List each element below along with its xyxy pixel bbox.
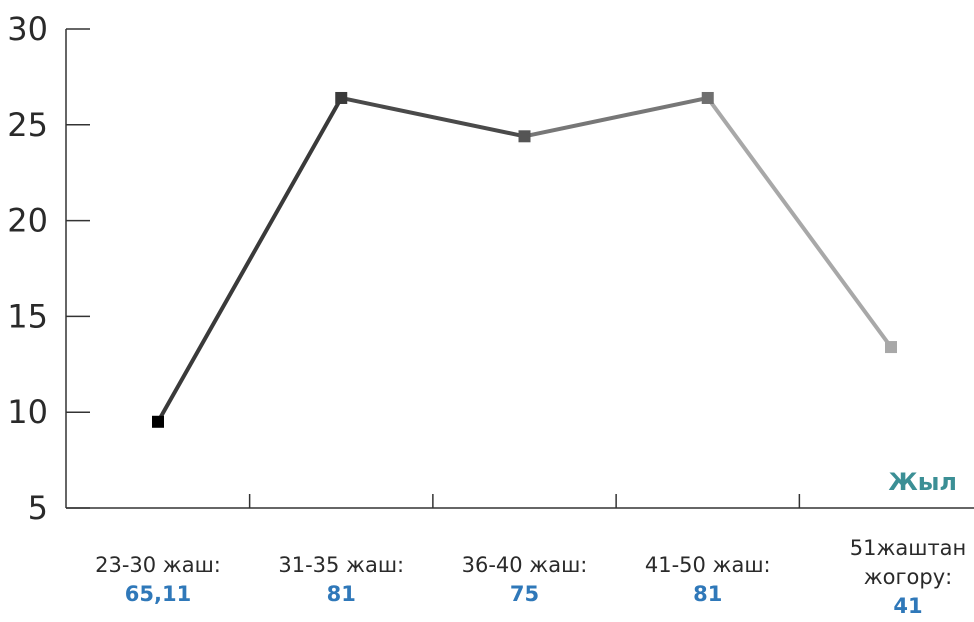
data-point	[518, 130, 531, 143]
series-points	[152, 91, 897, 428]
x-category-value: 41	[893, 594, 922, 618]
data-point	[335, 91, 348, 104]
x-category-label: жогору:	[864, 565, 952, 589]
line-segment	[339, 95, 527, 139]
y-axis: 5 10 15 20 25 30	[7, 10, 90, 527]
line-segment	[705, 95, 893, 350]
y-tick-label: 15	[7, 297, 48, 335]
x-category-label: 41-50 жаш:	[645, 553, 771, 577]
y-tick-label: 30	[7, 10, 48, 48]
x-category-label: 23-30 жаш:	[95, 553, 221, 577]
y-tick-label: 25	[7, 106, 48, 144]
x-category-value: 81	[693, 582, 722, 606]
data-point	[885, 341, 897, 354]
x-category-value: 75	[510, 582, 539, 606]
x-category-value: 65,11	[125, 582, 191, 606]
y-tick-label: 5	[28, 489, 48, 527]
x-axis	[66, 494, 974, 509]
data-point	[701, 91, 714, 104]
line-segment	[522, 95, 710, 139]
x-category-label: 31-35 жаш:	[278, 553, 404, 577]
x-category-label: 36-40 жаш:	[462, 553, 588, 577]
y-tick-label: 20	[7, 202, 48, 240]
y-tick-label: 10	[7, 393, 48, 431]
x-category-value: 81	[327, 582, 356, 606]
data-point	[152, 415, 164, 428]
x-axis-title: Жыл	[888, 468, 957, 496]
line-segment	[156, 95, 344, 424]
series-line	[156, 95, 893, 424]
category-labels: 23-30 жаш: 65,11 31-35 жаш: 81 36-40 жаш: 75 4…	[95, 536, 966, 618]
x-category-label: 51жаштан	[850, 536, 967, 560]
